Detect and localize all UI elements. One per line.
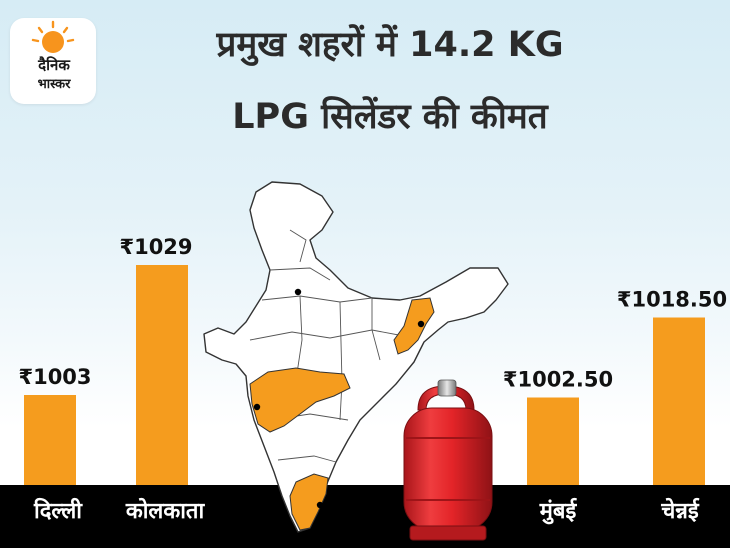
bar-value-label-0: ₹1003 (18, 365, 91, 389)
brand-line-1: दैनिक (38, 56, 70, 74)
bar-3 (653, 317, 705, 485)
category-label-1: कोलकाता (125, 497, 206, 524)
city-dot-kolkata (417, 320, 425, 328)
bar-1 (136, 265, 188, 485)
sun-logo-icon (31, 20, 75, 53)
brand-logo: दैनिक भास्कर (10, 18, 96, 104)
title-line-1: प्रमुख शहरों में 14.2 KG (216, 25, 564, 65)
category-label-2: मुंबई (539, 497, 578, 525)
city-dot-chennai (316, 501, 324, 509)
bar-0 (24, 395, 76, 485)
category-label-0: दिल्ली (33, 497, 83, 524)
bar-2 (527, 397, 579, 485)
city-dot-mumbai (253, 403, 261, 411)
category-label-3: चेन्नई (660, 497, 700, 524)
state-maharashtra (249, 367, 351, 433)
bar-value-label-3: ₹1018.50 (617, 288, 727, 312)
brand-line-2: भास्कर (37, 77, 71, 92)
state-tamil-nadu (289, 473, 329, 531)
bar-value-label-1: ₹1029 (119, 235, 192, 259)
title-line-2: LPG सिलेंडर की कीमत (232, 97, 548, 137)
city-dot-delhi (294, 288, 302, 296)
state-west-bengal (393, 297, 435, 355)
bottom-band (0, 485, 730, 548)
bar-value-label-2: ₹1002.50 (503, 368, 613, 392)
